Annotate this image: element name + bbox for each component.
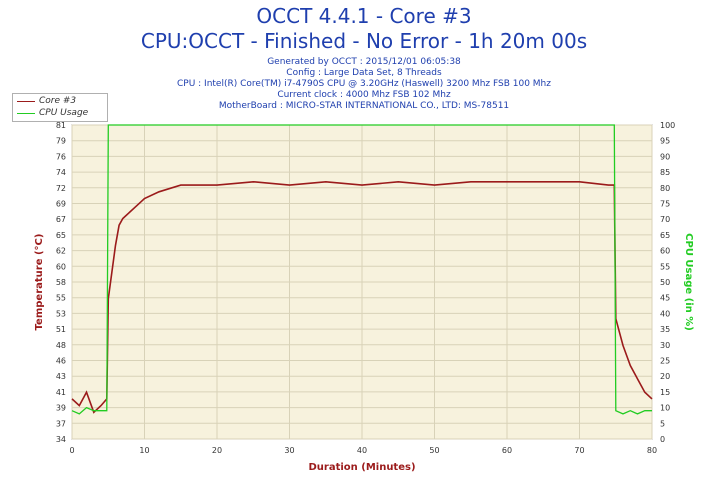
legend-label-core3: Core #3 (39, 96, 77, 106)
y2-tick-label: 75 (660, 200, 670, 209)
y2-tick-label: 100 (660, 121, 675, 130)
y-tick-label: 43 (56, 372, 66, 381)
x-axis-label: Duration (Minutes) (308, 462, 415, 473)
y2-tick-label: 60 (660, 247, 670, 256)
y-tick-label: 53 (56, 309, 66, 318)
y-tick-label: 48 (56, 341, 66, 350)
y2-tick-label: 35 (660, 325, 670, 334)
legend: Core #3 CPU Usage (12, 93, 108, 122)
series-layer (71, 124, 653, 415)
y-tick-label: 81 (56, 121, 66, 130)
series-line-cpu-usage (71, 124, 652, 415)
y-tick-label: 55 (56, 294, 66, 303)
y-tick-label: 72 (56, 184, 66, 193)
y-tick-label: 58 (56, 278, 66, 287)
y2-tick-label: 40 (660, 309, 670, 318)
y-tick-label: 46 (56, 357, 66, 366)
y2-axis-ticks: 0 5 10 15 20 25 30 35 40 45 50 55 60 65 70 75 80 85 90 95 10… (660, 121, 675, 444)
y2-tick-label: 25 (660, 357, 670, 366)
y2-tick-label: 70 (660, 215, 670, 224)
y-tick-label: 74 (56, 168, 66, 177)
x-tick-label: 50 (429, 446, 439, 455)
info-clock: Current clock : 4000 Mhz FSB 102 Mhz (277, 90, 451, 100)
y-axis-label: Temperature (°C) (34, 234, 45, 331)
y2-tick-label: 10 (660, 404, 670, 413)
y2-tick-label: 55 (660, 262, 670, 271)
info-cpu: CPU : Intel(R) Core(TM) i7-4790S CPU @ 3… (176, 79, 551, 89)
y-tick-label: 67 (56, 215, 66, 224)
y2-tick-label: 20 (660, 372, 670, 381)
chart-title: OCCT 4.4.1 - Core #3 (256, 4, 472, 28)
x-tick-label: 0 (69, 446, 74, 455)
y2-tick-label: 65 (660, 231, 670, 240)
legend-item-cpu-usage: CPU Usage (17, 107, 88, 119)
y2-tick-label: 30 (660, 341, 670, 350)
x-tick-label: 80 (647, 446, 657, 455)
y-tick-label: 69 (56, 200, 66, 209)
y-tick-label: 60 (56, 262, 66, 271)
y-tick-label: 37 (56, 419, 66, 428)
y-axis-ticks: 34 37 39 41 43 46 48 51 53 55 58 60 62 65 67 69 72 74 76 79… (56, 121, 66, 444)
y2-tick-label: 80 (660, 184, 670, 193)
y-tick-label: 65 (56, 231, 66, 240)
y-tick-label: 79 (56, 137, 66, 146)
y2-tick-label: 85 (660, 168, 670, 177)
y2-tick-label: 95 (660, 137, 670, 146)
x-tick-label: 60 (502, 446, 512, 455)
x-tick-label: 40 (357, 446, 367, 455)
x-tick-label: 20 (212, 446, 222, 455)
x-tick-label: 70 (574, 446, 584, 455)
x-axis-ticks: 0 10 20 30 40 50 60 70 80 (69, 446, 657, 455)
legend-swatch-core3 (17, 100, 35, 102)
y2-tick-label: 15 (660, 388, 670, 397)
y2-tick-label: 50 (660, 278, 670, 287)
chart-subtitle: CPU:OCCT - Finished - No Error - 1h 20m … (140, 29, 588, 53)
info-config: Config : Large Data Set, 8 Threads (286, 68, 442, 78)
y-tick-label: 39 (56, 404, 66, 413)
y2-tick-label: 90 (660, 152, 670, 161)
grid-lines (71, 124, 653, 440)
y-tick-label: 62 (56, 247, 66, 256)
y-tick-label: 51 (56, 325, 66, 334)
legend-label-cpu-usage: CPU Usage (39, 108, 89, 118)
x-tick-label: 10 (139, 446, 149, 455)
y2-tick-label: 0 (660, 435, 665, 444)
legend-item-core3: Core #3 (17, 95, 76, 107)
legend-swatch-cpu-usage (17, 112, 35, 114)
y2-axis-label: CPU Usage (in %) (683, 233, 694, 331)
y2-tick-label: 45 (660, 294, 670, 303)
y-tick-label: 76 (56, 152, 66, 161)
y-tick-label: 34 (56, 435, 66, 444)
x-tick-label: 30 (284, 446, 294, 455)
y-tick-label: 41 (56, 388, 66, 397)
y2-tick-label: 5 (660, 419, 665, 428)
info-generated: Generated by OCCT : 2015/12/01 06:05:38 (267, 57, 461, 67)
info-motherboard: MotherBoard : MICRO-STAR INTERNATIONAL C… (218, 101, 510, 111)
